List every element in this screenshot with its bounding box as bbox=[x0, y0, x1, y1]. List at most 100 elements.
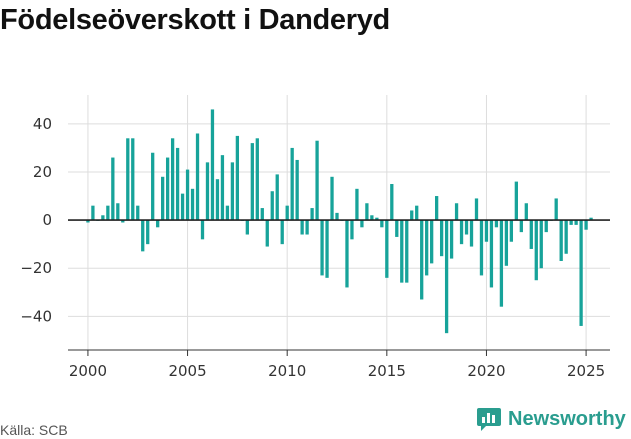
bar bbox=[514, 181, 518, 221]
x-tick-label: 2020 bbox=[467, 362, 505, 380]
bar bbox=[454, 203, 459, 221]
y-tick-label: 20 bbox=[33, 163, 52, 181]
bar bbox=[165, 157, 170, 221]
bar bbox=[400, 220, 404, 283]
bar bbox=[509, 220, 514, 242]
bar bbox=[375, 217, 379, 221]
bar bbox=[425, 220, 429, 276]
bar bbox=[131, 138, 135, 221]
bar bbox=[315, 140, 319, 221]
bar bbox=[479, 220, 484, 276]
bar bbox=[574, 220, 578, 225]
bar bbox=[230, 162, 235, 221]
bar bbox=[200, 220, 205, 240]
bar bbox=[569, 220, 573, 225]
x-tick-label: 2025 bbox=[567, 362, 605, 380]
bar bbox=[235, 135, 240, 221]
bar bbox=[190, 188, 195, 221]
y-tick-label: −40 bbox=[20, 307, 52, 325]
bar bbox=[255, 138, 259, 221]
x-tick-label: 2000 bbox=[69, 362, 107, 380]
bar bbox=[180, 193, 185, 221]
bars bbox=[86, 109, 593, 334]
bar-chart-speech-bubble-icon bbox=[477, 408, 501, 431]
bar bbox=[474, 198, 479, 221]
bar bbox=[300, 220, 304, 235]
bar bbox=[464, 220, 469, 235]
bar bbox=[225, 205, 230, 221]
bar bbox=[305, 220, 309, 235]
bar bbox=[101, 215, 105, 221]
y-tick-label: 40 bbox=[33, 115, 52, 133]
bar bbox=[360, 220, 364, 228]
bar bbox=[494, 220, 499, 228]
bar bbox=[146, 220, 150, 245]
bar bbox=[295, 159, 299, 221]
tick-labels: 40 20 0 −20 −40 2000 2005 2010 2015 2020 2025 bbox=[20, 115, 605, 380]
bar bbox=[275, 174, 279, 221]
bar bbox=[544, 220, 548, 233]
bar bbox=[116, 203, 120, 221]
bar bbox=[126, 138, 130, 221]
brand-logo: Newsworthy bbox=[476, 406, 626, 432]
bar bbox=[444, 220, 449, 334]
bar bbox=[260, 208, 264, 221]
bar bbox=[310, 208, 314, 221]
bar bbox=[504, 220, 509, 266]
bar bbox=[529, 220, 533, 249]
y-tick-label: 0 bbox=[42, 211, 52, 229]
bar bbox=[175, 147, 180, 221]
bar bbox=[220, 155, 225, 221]
bar bbox=[534, 220, 538, 281]
bar bbox=[86, 220, 90, 223]
x-tick-label: 2005 bbox=[168, 362, 206, 380]
bar bbox=[559, 220, 563, 261]
bar bbox=[111, 157, 115, 221]
bar bbox=[449, 220, 454, 259]
bar bbox=[320, 220, 324, 276]
bar bbox=[489, 220, 494, 288]
bar bbox=[439, 220, 444, 257]
bar bbox=[151, 152, 155, 221]
bar bbox=[285, 205, 289, 221]
bar bbox=[290, 147, 294, 221]
bar bbox=[380, 220, 384, 228]
bar bbox=[210, 109, 215, 221]
bar bbox=[280, 220, 284, 245]
bar bbox=[539, 220, 543, 269]
bar bbox=[499, 220, 504, 307]
bar bbox=[355, 188, 359, 221]
brand-name: Newsworthy bbox=[508, 407, 626, 430]
bar bbox=[459, 220, 464, 245]
bar bbox=[385, 220, 389, 278]
bar bbox=[265, 220, 269, 247]
bar bbox=[410, 210, 414, 221]
bar bbox=[335, 212, 339, 221]
bar bbox=[589, 217, 593, 221]
bar bbox=[205, 162, 210, 221]
bar bbox=[185, 169, 190, 221]
bar bbox=[195, 133, 200, 221]
bar bbox=[390, 184, 394, 221]
bar bbox=[141, 220, 145, 252]
bar bbox=[161, 176, 165, 221]
x-tick-label: 2015 bbox=[368, 362, 406, 380]
bar bbox=[156, 220, 160, 228]
bar bbox=[370, 215, 374, 221]
source-note: Källa: SCB bbox=[0, 422, 68, 438]
y-tick-label: −20 bbox=[20, 259, 52, 277]
bar bbox=[435, 196, 439, 221]
bar bbox=[579, 220, 583, 326]
bar bbox=[270, 191, 274, 221]
bar bbox=[215, 179, 220, 221]
bar bbox=[554, 198, 558, 221]
bar bbox=[420, 220, 424, 300]
bar bbox=[519, 220, 523, 233]
bar bbox=[584, 220, 588, 230]
bar bbox=[405, 220, 409, 283]
chart-title: Födelseöverskott i Danderyd bbox=[0, 4, 390, 36]
bar bbox=[325, 220, 329, 278]
bar bbox=[330, 176, 334, 221]
bar bbox=[250, 143, 254, 221]
